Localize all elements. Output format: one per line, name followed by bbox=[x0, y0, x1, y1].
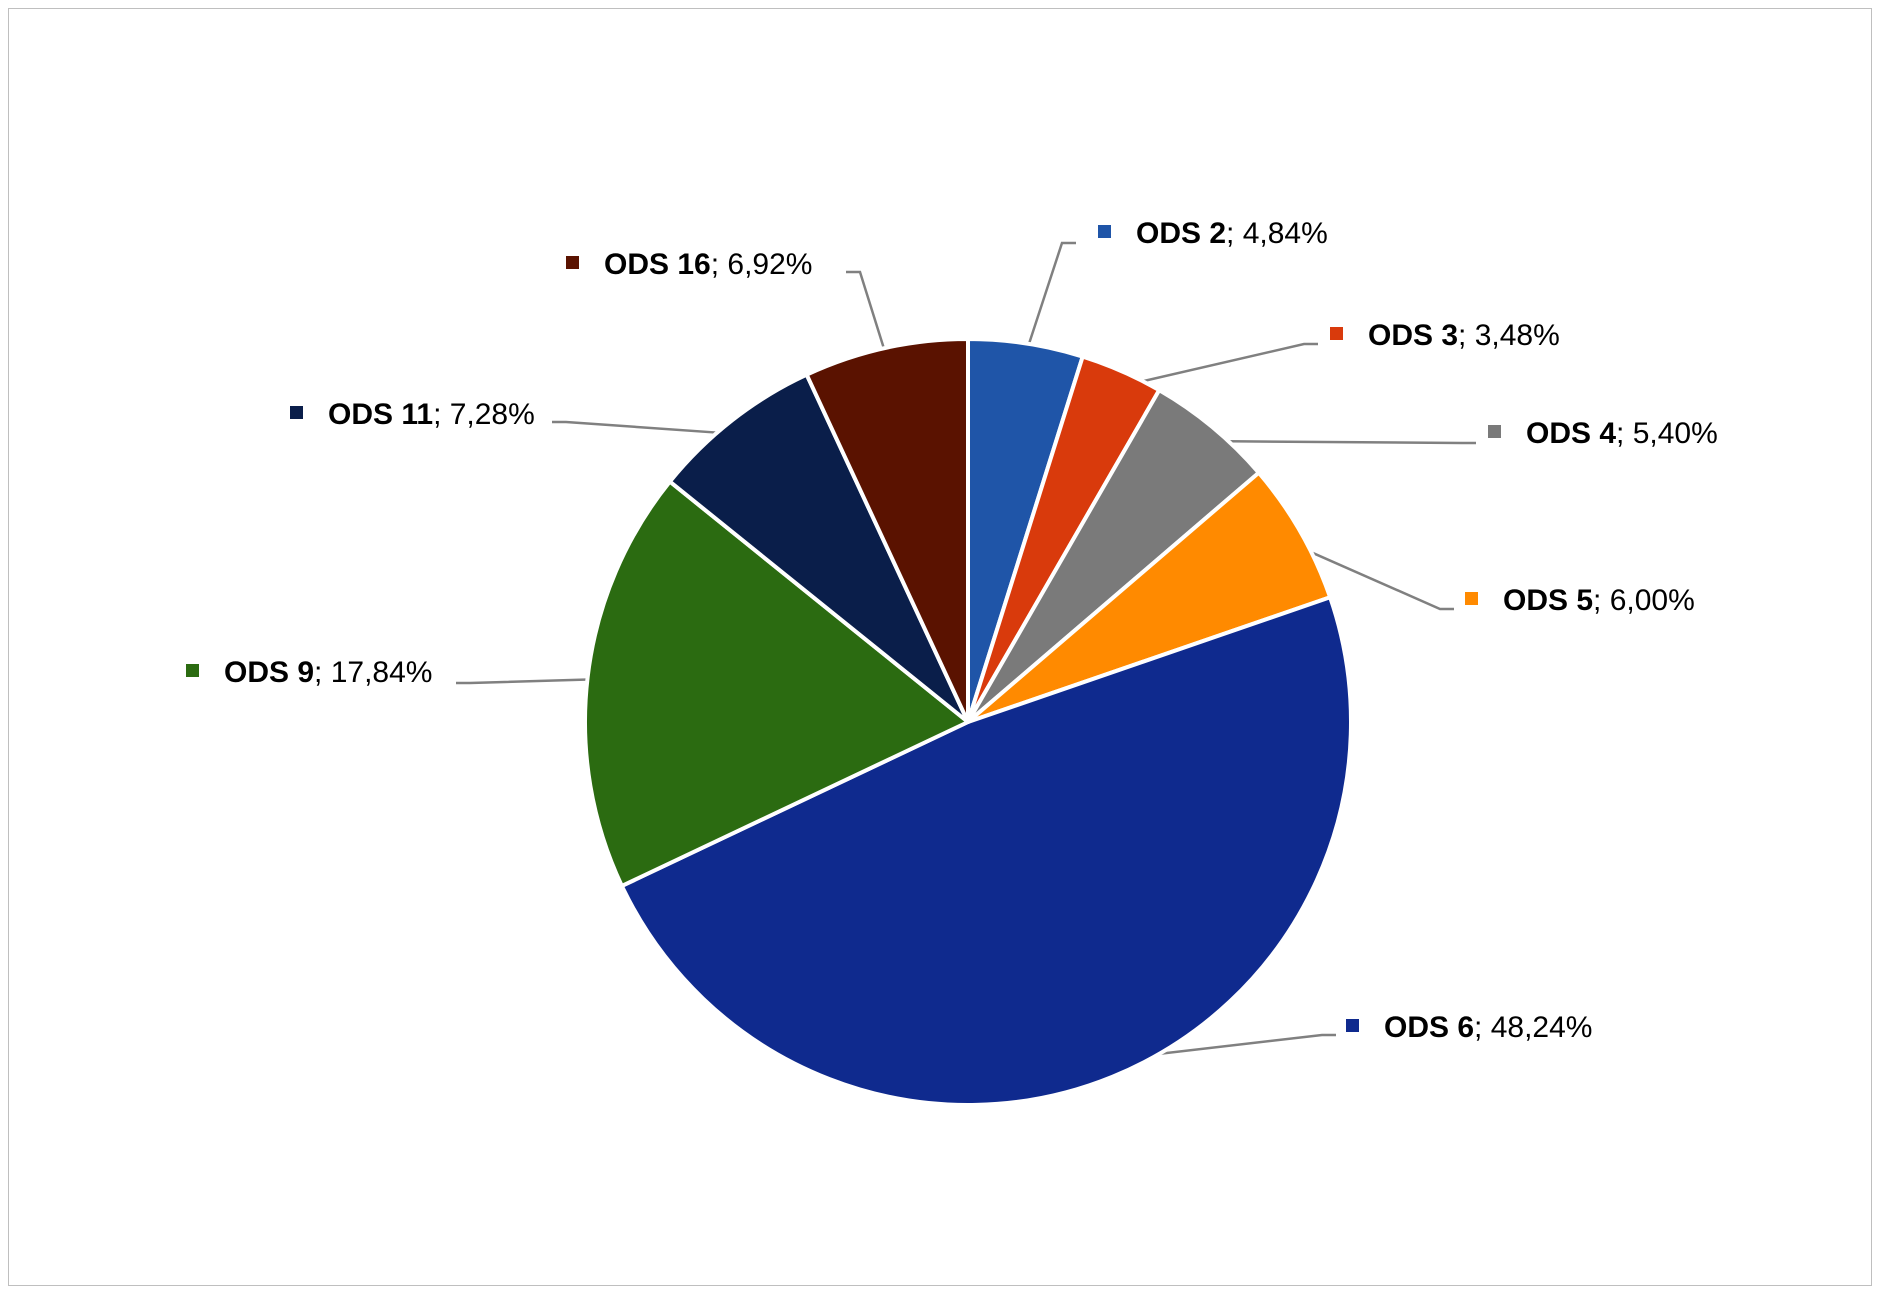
slice-value: ; 17,84% bbox=[314, 656, 432, 689]
slice-name: ODS 6 bbox=[1384, 1011, 1474, 1044]
data-label-ods-6: ODS 6; 48,24% bbox=[1346, 1011, 1592, 1044]
slice-value: ; 6,92% bbox=[711, 248, 813, 281]
label-text: ODS 5; 6,00% bbox=[1503, 584, 1695, 617]
leader-line-ods-6 bbox=[1105, 1033, 1336, 1062]
leader-line-ods-3 bbox=[1114, 342, 1318, 389]
pie-slice-ods-16 bbox=[804, 337, 970, 724]
slice-name: ODS 4 bbox=[1526, 417, 1616, 450]
slice-name: ODS 11 bbox=[328, 398, 433, 431]
label-text: ODS 9; 17,84% bbox=[224, 656, 432, 689]
leader-line-ods-11 bbox=[552, 420, 744, 436]
leader-lines bbox=[456, 241, 1476, 1062]
legend-key-ods-16 bbox=[566, 256, 579, 269]
slice-name: ODS 9 bbox=[224, 656, 314, 689]
slice-name: ODS 2 bbox=[1136, 217, 1226, 250]
label-text: ODS 11; 7,28% bbox=[328, 398, 535, 431]
legend-key-ods-5 bbox=[1465, 592, 1478, 605]
label-text: ODS 2; 4,84% bbox=[1136, 217, 1328, 250]
data-labels: ODS 2; 4,84%ODS 3; 3,48%ODS 4; 5,40%ODS … bbox=[186, 217, 1718, 1044]
data-label-ods-3: ODS 3; 3,48% bbox=[1330, 319, 1560, 352]
pie-slice-ods-5 bbox=[966, 470, 1333, 724]
leader-line-ods-16 bbox=[846, 270, 891, 366]
label-text: ODS 4; 5,40% bbox=[1526, 417, 1718, 450]
leader-line-ods-9 bbox=[456, 677, 606, 685]
data-label-ods-4: ODS 4; 5,40% bbox=[1488, 417, 1718, 450]
slice-value: ; 48,24% bbox=[1474, 1011, 1592, 1044]
legend-key-ods-9 bbox=[186, 664, 199, 677]
label-text: ODS 16; 6,92% bbox=[604, 248, 812, 281]
slice-value: ; 3,48% bbox=[1458, 319, 1560, 352]
data-label-ods-2: ODS 2; 4,84% bbox=[1098, 217, 1328, 250]
slice-name: ODS 3 bbox=[1368, 319, 1458, 352]
slice-name: ODS 5 bbox=[1503, 584, 1593, 617]
legend-key-ods-4 bbox=[1488, 425, 1501, 438]
pie-slices bbox=[583, 337, 1354, 1108]
legend-key-ods-3 bbox=[1330, 327, 1343, 340]
slice-value: ; 5,40% bbox=[1616, 417, 1718, 450]
data-label-ods-16: ODS 16; 6,92% bbox=[566, 248, 812, 281]
label-text: ODS 6; 48,24% bbox=[1384, 1011, 1592, 1044]
slice-value: ; 6,00% bbox=[1593, 584, 1695, 617]
leader-line-ods-5 bbox=[1284, 539, 1454, 611]
leader-line-ods-2 bbox=[1022, 241, 1076, 362]
data-label-ods-5: ODS 5; 6,00% bbox=[1465, 584, 1695, 617]
data-label-ods-11: ODS 11; 7,28% bbox=[290, 398, 535, 431]
slice-name: ODS 16 bbox=[604, 248, 711, 281]
data-label-ods-9: ODS 9; 17,84% bbox=[186, 656, 432, 689]
slice-value: ; 4,84% bbox=[1226, 217, 1328, 250]
pie-slice-ods-9 bbox=[583, 479, 970, 888]
leader-line-ods-4 bbox=[1201, 439, 1476, 445]
legend-key-ods-11 bbox=[290, 406, 303, 419]
legend-key-ods-2 bbox=[1098, 225, 1111, 238]
pie-slice-ods-11 bbox=[667, 372, 970, 724]
label-text: ODS 3; 3,48% bbox=[1368, 319, 1560, 352]
pie-slice-ods-6 bbox=[619, 595, 1354, 1108]
legend-key-ods-6 bbox=[1346, 1019, 1359, 1032]
slice-value: ; 7,28% bbox=[433, 398, 535, 431]
